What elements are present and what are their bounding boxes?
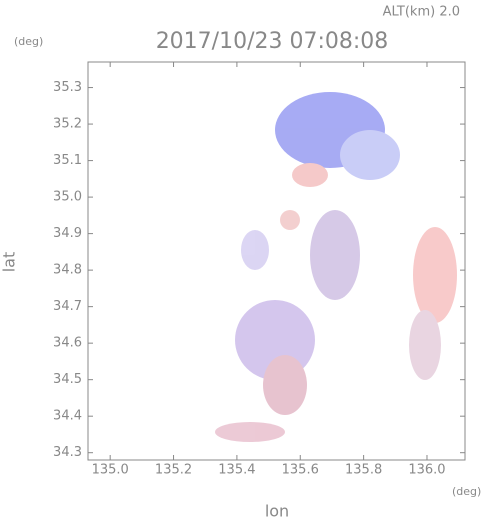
y-unit: (deg) xyxy=(14,35,43,48)
y-tick-label: 34.8 xyxy=(53,263,82,278)
y-tick-label: 34.3 xyxy=(53,445,82,460)
y-axis-label: lat xyxy=(0,252,19,273)
plot-frame xyxy=(87,61,466,461)
x-tick-label: 135.2 xyxy=(155,463,192,478)
y-tick-label: 35.1 xyxy=(53,153,82,168)
radar-echoes xyxy=(215,92,457,442)
y-tick-label: 35.3 xyxy=(53,80,82,95)
altitude-label: ALT(km) 2.0 xyxy=(383,5,460,20)
x-tick-label: 135.6 xyxy=(282,463,319,478)
y-tick-label: 34.7 xyxy=(53,299,82,314)
y-tick-label: 34.9 xyxy=(53,226,82,241)
y-tick-label: 35.0 xyxy=(53,190,82,205)
y-tick-label: 34.4 xyxy=(53,409,82,424)
x-tick-label: 135.0 xyxy=(92,463,129,478)
x-axis-label: lon xyxy=(265,502,289,521)
chart-title: 2017/10/23 07:08:08 xyxy=(156,29,389,54)
x-tick-label: 135.8 xyxy=(345,463,382,478)
y-tick-label: 34.5 xyxy=(53,372,82,387)
x-unit: (deg) xyxy=(452,485,481,498)
y-tick-label: 34.6 xyxy=(53,336,82,351)
x-tick-label: 136.0 xyxy=(408,463,445,478)
x-tick-label: 135.4 xyxy=(218,463,255,478)
y-tick-label: 35.2 xyxy=(53,117,82,132)
